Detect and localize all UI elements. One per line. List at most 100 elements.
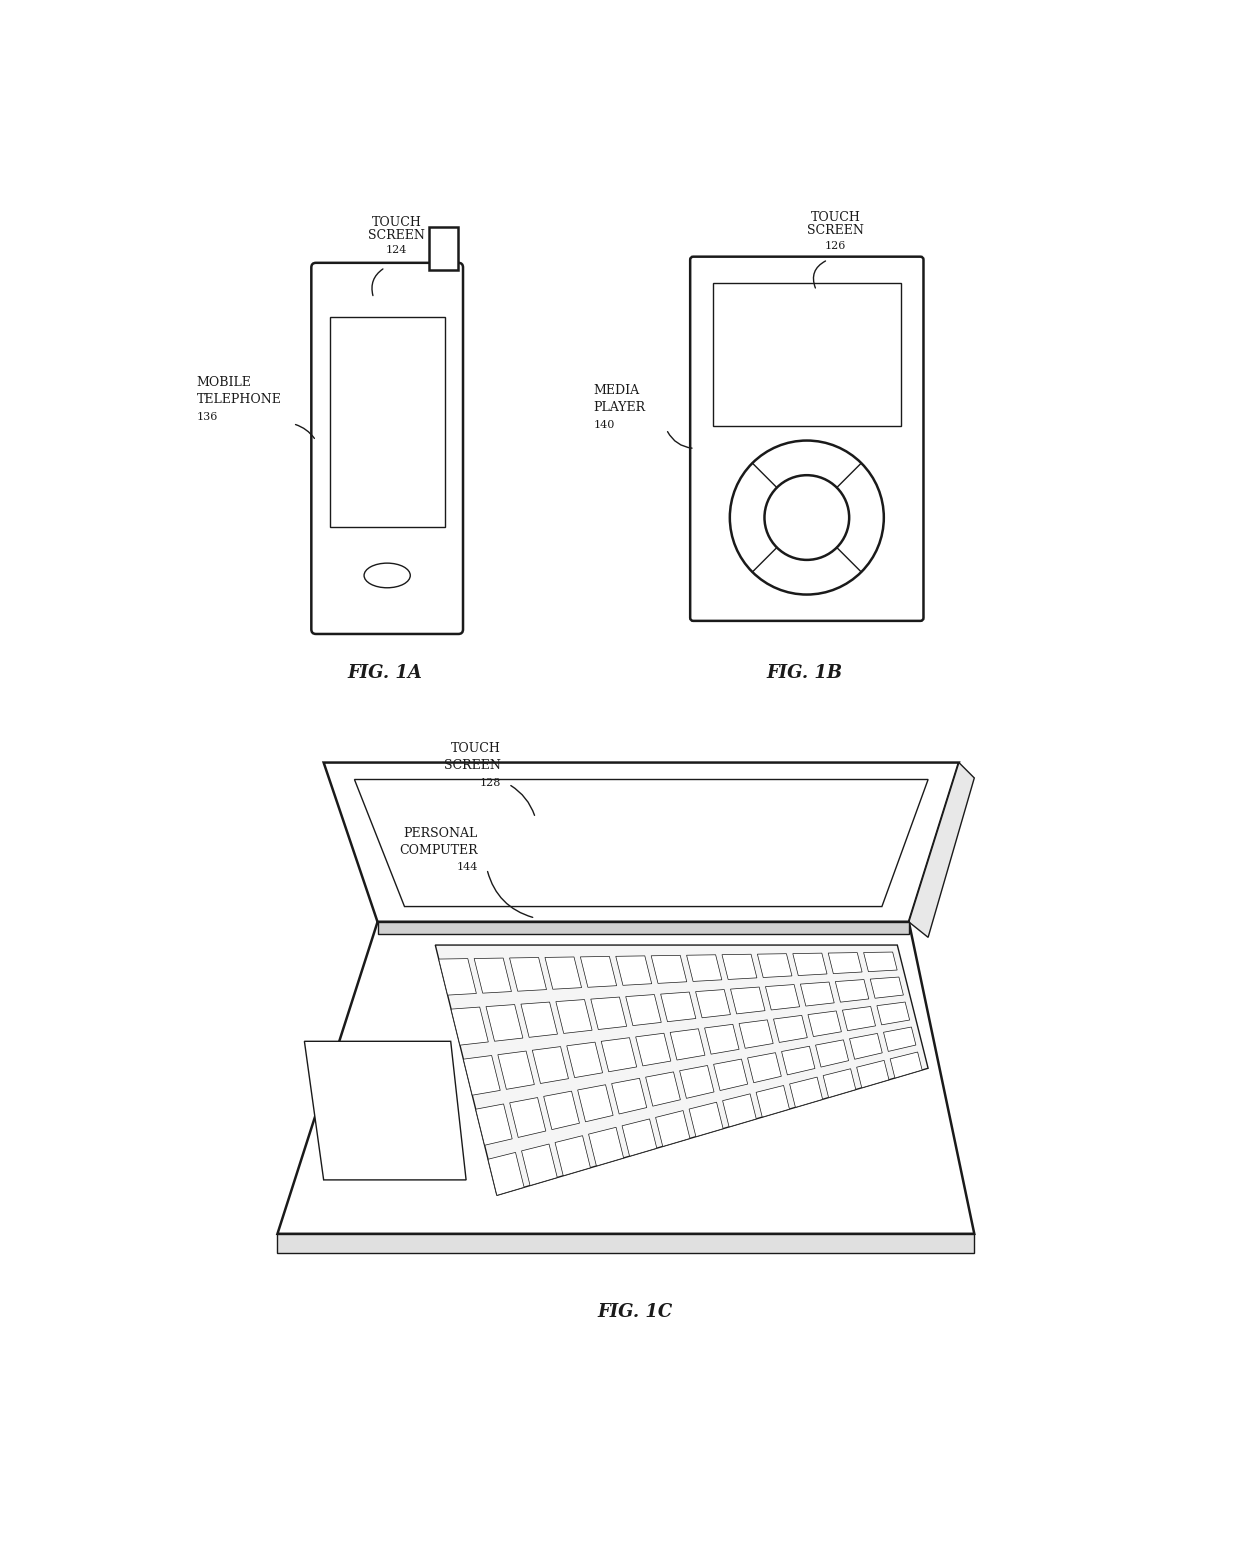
Polygon shape	[489, 1152, 525, 1196]
Polygon shape	[476, 1104, 512, 1144]
Text: SCREEN: SCREEN	[368, 229, 425, 243]
Polygon shape	[278, 922, 975, 1233]
Polygon shape	[730, 987, 765, 1014]
Circle shape	[765, 476, 849, 560]
Polygon shape	[651, 955, 687, 983]
Polygon shape	[646, 1071, 681, 1106]
Bar	[429, 227, 459, 269]
Polygon shape	[464, 1056, 500, 1095]
Polygon shape	[722, 955, 756, 980]
Text: FIG. 1A: FIG. 1A	[347, 664, 423, 683]
Text: 126: 126	[825, 241, 847, 250]
Polygon shape	[510, 958, 547, 991]
Text: 128: 128	[480, 778, 501, 787]
Text: TOUCH: TOUCH	[372, 216, 422, 229]
Polygon shape	[636, 1033, 671, 1065]
Text: MOBILE: MOBILE	[197, 376, 252, 389]
Polygon shape	[521, 1001, 558, 1037]
Bar	[330, 317, 444, 527]
Polygon shape	[696, 989, 730, 1019]
Polygon shape	[556, 1135, 590, 1176]
Polygon shape	[522, 1144, 557, 1185]
Polygon shape	[355, 779, 928, 907]
Text: 144: 144	[456, 863, 477, 872]
Polygon shape	[816, 1040, 848, 1067]
Ellipse shape	[365, 563, 410, 588]
Polygon shape	[823, 1068, 856, 1098]
Polygon shape	[435, 945, 928, 1196]
Polygon shape	[543, 1092, 579, 1129]
Text: SCREEN: SCREEN	[807, 224, 864, 236]
Polygon shape	[544, 956, 582, 989]
Text: TOUCH: TOUCH	[811, 210, 861, 224]
Polygon shape	[451, 1008, 489, 1045]
Polygon shape	[532, 1047, 568, 1084]
Polygon shape	[909, 762, 975, 938]
Polygon shape	[870, 977, 904, 998]
Polygon shape	[687, 955, 722, 981]
Polygon shape	[661, 992, 696, 1022]
Polygon shape	[890, 1053, 923, 1078]
Polygon shape	[800, 983, 835, 1006]
Text: TOUCH: TOUCH	[451, 742, 501, 756]
Polygon shape	[863, 952, 898, 972]
Text: COMPUTER: COMPUTER	[399, 844, 477, 857]
FancyBboxPatch shape	[311, 263, 463, 634]
Polygon shape	[774, 1015, 807, 1042]
Text: 136: 136	[197, 412, 218, 421]
Polygon shape	[758, 953, 792, 978]
Polygon shape	[510, 1098, 546, 1137]
Polygon shape	[849, 1034, 882, 1059]
Polygon shape	[765, 984, 800, 1009]
Polygon shape	[556, 1000, 591, 1034]
Text: FIG. 1B: FIG. 1B	[766, 664, 843, 683]
Polygon shape	[589, 1127, 624, 1166]
Bar	[713, 283, 901, 426]
Polygon shape	[713, 1059, 748, 1090]
Polygon shape	[828, 953, 862, 973]
Polygon shape	[836, 980, 869, 1001]
Polygon shape	[670, 1029, 704, 1061]
Polygon shape	[680, 1065, 714, 1098]
Polygon shape	[884, 1026, 916, 1051]
Polygon shape	[611, 1078, 647, 1113]
Polygon shape	[748, 1053, 781, 1082]
Polygon shape	[580, 956, 616, 987]
Polygon shape	[781, 1047, 815, 1075]
Polygon shape	[616, 956, 652, 986]
Polygon shape	[324, 762, 959, 922]
Text: FIG. 1C: FIG. 1C	[598, 1303, 673, 1322]
Polygon shape	[704, 1025, 739, 1054]
Circle shape	[730, 440, 884, 594]
Polygon shape	[474, 958, 511, 994]
Text: 140: 140	[593, 420, 615, 429]
Polygon shape	[808, 1011, 842, 1037]
Polygon shape	[590, 997, 626, 1029]
Polygon shape	[792, 953, 827, 975]
Polygon shape	[857, 1061, 889, 1088]
Polygon shape	[622, 1120, 657, 1157]
Polygon shape	[842, 1006, 875, 1031]
Polygon shape	[567, 1042, 603, 1078]
Polygon shape	[377, 922, 909, 933]
Text: TELEPHONE: TELEPHONE	[197, 393, 281, 406]
Polygon shape	[497, 1051, 534, 1090]
Polygon shape	[486, 1005, 523, 1042]
Text: PERSONAL: PERSONAL	[403, 827, 477, 840]
Polygon shape	[578, 1085, 613, 1121]
Polygon shape	[601, 1037, 636, 1071]
Polygon shape	[439, 958, 476, 995]
Polygon shape	[656, 1110, 689, 1146]
Polygon shape	[304, 1042, 466, 1180]
Polygon shape	[877, 1001, 910, 1025]
FancyBboxPatch shape	[691, 257, 924, 620]
Polygon shape	[756, 1085, 790, 1116]
Text: PLAYER: PLAYER	[593, 401, 645, 414]
Text: SCREEN: SCREEN	[444, 759, 501, 773]
Text: MEDIA: MEDIA	[593, 384, 640, 397]
Polygon shape	[278, 1233, 975, 1253]
Polygon shape	[739, 1020, 774, 1048]
Polygon shape	[689, 1102, 723, 1137]
Polygon shape	[790, 1078, 822, 1107]
Polygon shape	[723, 1093, 756, 1127]
